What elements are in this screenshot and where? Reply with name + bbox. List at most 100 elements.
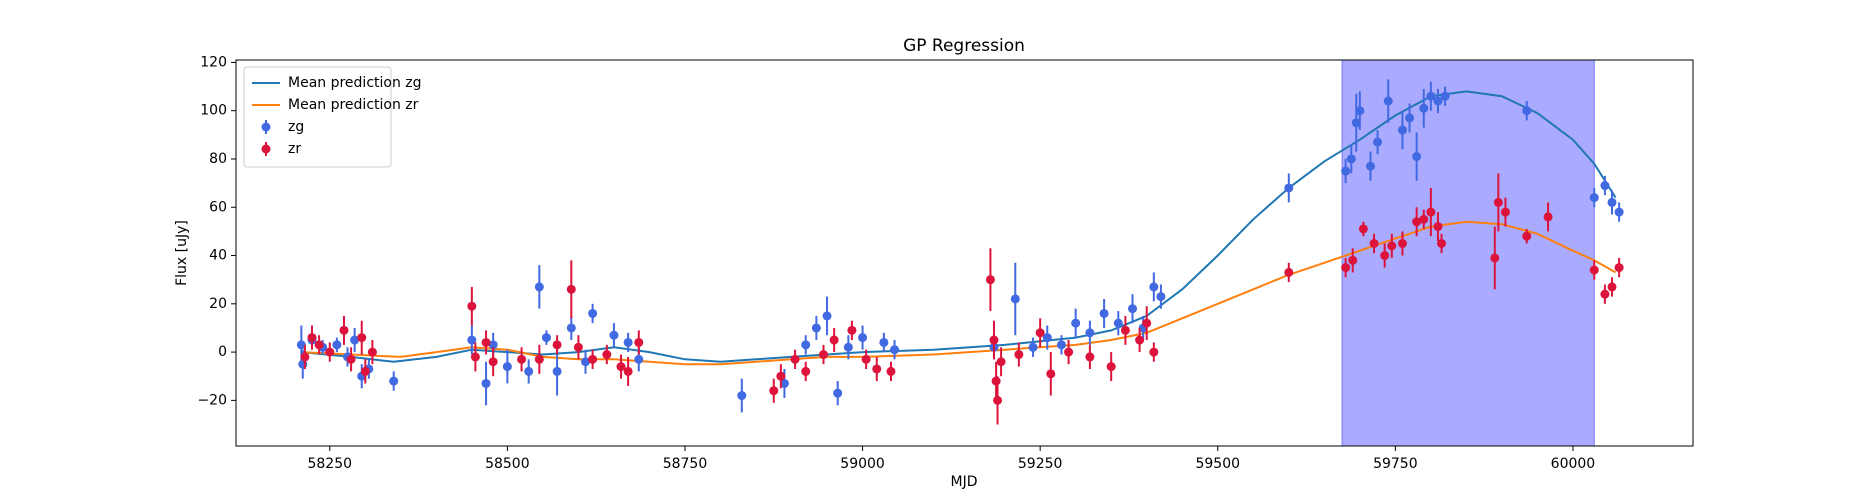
data-point <box>524 366 534 376</box>
data-point <box>573 342 583 352</box>
data-point <box>1085 328 1095 338</box>
data-point <box>801 340 811 350</box>
data-point <box>357 333 367 343</box>
data-point <box>634 354 644 364</box>
data-point <box>517 354 527 364</box>
data-point <box>801 366 811 376</box>
data-point <box>1433 222 1443 232</box>
data-point <box>1351 118 1361 128</box>
data-point <box>1614 263 1624 273</box>
data-point <box>339 325 349 335</box>
data-point <box>609 330 619 340</box>
legend-label: zr <box>288 141 301 157</box>
data-point <box>350 335 360 345</box>
data-point <box>1426 207 1436 217</box>
data-point <box>822 311 832 321</box>
data-point <box>1071 318 1081 328</box>
y-tick-label: 40 <box>209 248 227 264</box>
data-point <box>886 366 896 376</box>
data-point <box>1412 152 1422 162</box>
data-point <box>1120 325 1130 335</box>
legend-label: zg <box>288 119 304 135</box>
data-point <box>1419 214 1429 224</box>
data-point <box>1064 347 1074 357</box>
data-point <box>470 352 480 362</box>
data-point <box>811 323 821 333</box>
data-point <box>1607 282 1617 292</box>
data-point <box>296 340 306 350</box>
data-point <box>829 335 839 345</box>
data-point <box>623 366 633 376</box>
data-point <box>818 350 828 360</box>
data-point <box>1028 342 1038 352</box>
data-point <box>1358 224 1368 234</box>
plot-frame <box>235 59 1694 447</box>
data-point <box>1522 106 1532 116</box>
data-point <box>1387 241 1397 251</box>
data-point <box>1493 197 1503 207</box>
data-point <box>1355 106 1365 116</box>
data-point <box>1373 137 1383 147</box>
mean-line <box>301 220 1617 366</box>
x-axis-label: MJD <box>951 474 978 490</box>
data-point <box>1128 304 1138 314</box>
y-tick-label: −20 <box>197 392 227 408</box>
data-point <box>325 347 335 357</box>
x-tick-label: 60000 <box>1551 456 1596 472</box>
data-point <box>1014 350 1024 360</box>
data-point <box>985 275 995 285</box>
data-point <box>1412 217 1422 227</box>
data-point <box>991 376 1001 386</box>
data-point <box>552 366 562 376</box>
data-point <box>534 354 544 364</box>
data-point <box>1607 197 1617 207</box>
data-point <box>861 354 871 364</box>
data-point <box>737 391 747 401</box>
y-axis-label: Flux [uJy] <box>174 220 190 286</box>
data-point <box>1522 231 1532 241</box>
data-point <box>467 335 477 345</box>
data-point <box>1397 125 1407 135</box>
y-tick-label: 80 <box>209 151 227 167</box>
data-point <box>1010 294 1020 304</box>
data-point <box>833 388 843 398</box>
data-point <box>488 357 498 367</box>
data-point <box>1341 263 1351 273</box>
data-point <box>776 371 786 381</box>
data-point <box>566 284 576 294</box>
data-point <box>623 337 633 347</box>
data-point <box>1426 91 1436 101</box>
plot-area <box>296 79 1624 425</box>
legend-label: Mean prediction zg <box>288 75 422 91</box>
data-point <box>843 342 853 352</box>
data-point <box>1419 103 1429 113</box>
data-point <box>1500 207 1510 217</box>
data-point <box>847 325 857 335</box>
data-point <box>1383 96 1393 106</box>
data-point <box>989 335 999 345</box>
data-point <box>890 345 900 355</box>
data-point <box>1380 251 1390 261</box>
data-point <box>534 282 544 292</box>
data-point <box>300 352 310 362</box>
data-point <box>1149 347 1159 357</box>
data-point <box>993 395 1003 405</box>
data-point <box>602 350 612 360</box>
data-point <box>1405 113 1415 123</box>
data-point <box>1614 207 1624 217</box>
data-point <box>360 366 370 376</box>
data-point <box>481 378 491 388</box>
data-point <box>1589 193 1599 203</box>
data-point <box>1135 335 1145 345</box>
y-tick-label: 60 <box>209 199 227 215</box>
data-point <box>588 308 598 318</box>
data-point <box>1142 318 1152 328</box>
data-point <box>1600 289 1610 299</box>
data-point <box>858 333 868 343</box>
data-point <box>346 354 356 364</box>
data-point <box>488 340 498 350</box>
data-point <box>389 376 399 386</box>
data-point <box>634 337 644 347</box>
y-tick-label: 120 <box>200 54 227 70</box>
data-point <box>1433 96 1443 106</box>
